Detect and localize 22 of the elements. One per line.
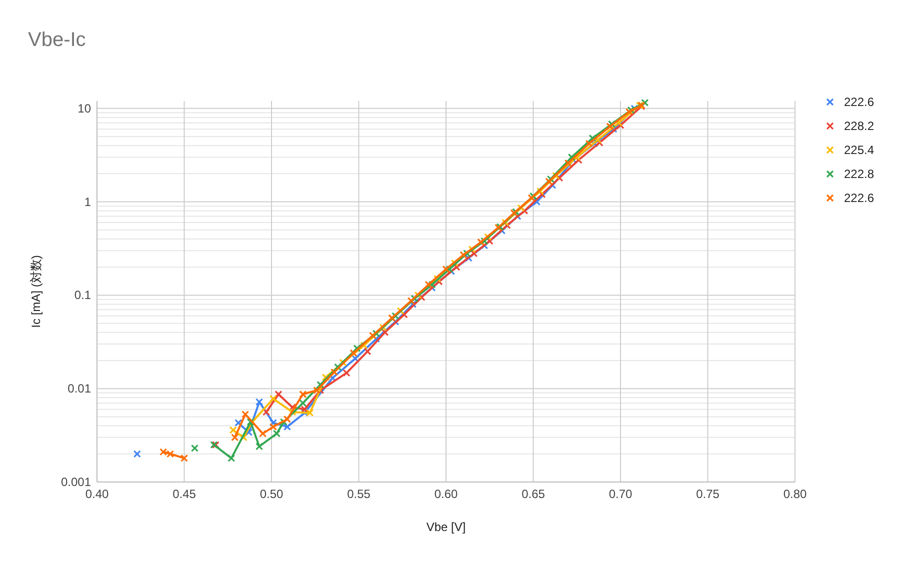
x-tick-label: 0.65 <box>522 487 546 501</box>
x-tick-label: 0.75 <box>696 487 720 501</box>
x-axis-title: Vbe [V] <box>426 520 466 534</box>
chart-title: Vbe-Ic <box>28 29 86 51</box>
x-tick-label: 0.40 <box>85 487 109 501</box>
x-tick-label: 0.70 <box>608 487 632 501</box>
y-tick-label: 0.001 <box>60 475 92 489</box>
legend-label: 222.6 <box>844 191 874 205</box>
y-tick-label: 10 <box>78 101 92 116</box>
legend-label: 222.8 <box>844 167 874 181</box>
x-tick-label: 0.50 <box>260 487 284 501</box>
x-tick-label: 0.55 <box>347 487 371 501</box>
x-tick-label: 0.60 <box>434 487 458 501</box>
y-axis-title: Ic [mA] (対数) <box>29 255 43 328</box>
legend-label: 222.6 <box>844 95 874 109</box>
y-tick-label: 0.1 <box>74 288 92 302</box>
y-tick-label: 1 <box>84 194 92 209</box>
x-tick-label: 0.45 <box>172 487 196 501</box>
legend-label: 225.4 <box>844 143 874 157</box>
legend-label: 228.2 <box>844 119 874 133</box>
x-tick-label: 0.80 <box>783 487 807 501</box>
y-tick-label: 0.01 <box>68 382 92 396</box>
